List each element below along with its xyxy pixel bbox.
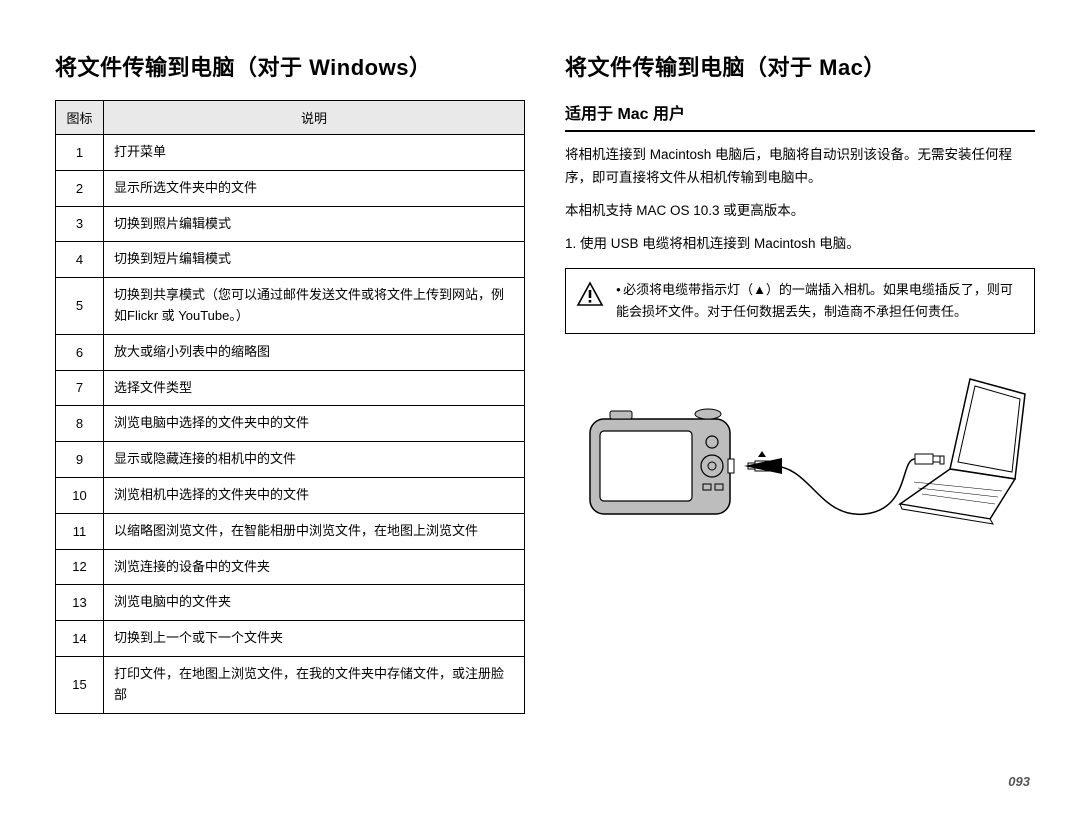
- row-num: 6: [56, 334, 104, 370]
- connection-illustration: [565, 364, 1035, 564]
- row-desc: 浏览电脑中选择的文件夹中的文件: [104, 406, 525, 442]
- row-num: 2: [56, 170, 104, 206]
- row-num: 12: [56, 549, 104, 585]
- row-num: 1: [56, 135, 104, 171]
- usb-cable: [773, 459, 915, 514]
- row-num: 11: [56, 513, 104, 549]
- table-row: 5切换到共享模式（您可以通过邮件发送文件或将文件上传到网站，例如Flickr 或…: [56, 278, 525, 335]
- row-num: 7: [56, 370, 104, 406]
- row-desc: 浏览相机中选择的文件夹中的文件: [104, 477, 525, 513]
- camera-icon: [590, 409, 734, 514]
- left-column: 将文件传输到电脑（对于 Windows） 图标 说明 1打开菜单2显示所选文件夹…: [55, 50, 525, 785]
- row-num: 8: [56, 406, 104, 442]
- right-column: 将文件传输到电脑（对于 Mac） 适用于 Mac 用户 将相机连接到 Macin…: [565, 50, 1035, 785]
- row-desc: 放大或缩小列表中的缩略图: [104, 334, 525, 370]
- row-desc: 显示所选文件夹中的文件: [104, 170, 525, 206]
- row-num: 15: [56, 656, 104, 713]
- row-desc: 显示或隐藏连接的相机中的文件: [104, 442, 525, 478]
- page-number: 093: [1008, 774, 1030, 789]
- table-row: 12浏览连接的设备中的文件夹: [56, 549, 525, 585]
- warning-icon: [576, 281, 604, 309]
- table-row: 15打印文件，在地图上浏览文件，在我的文件夹中存储文件，或注册脸部: [56, 656, 525, 713]
- intro-para-1: 将相机连接到 Macintosh 电脑后，电脑将自动识别该设备。无需安装任何程序…: [565, 144, 1035, 190]
- right-subtitle: 适用于 Mac 用户: [565, 100, 1035, 124]
- icon-table: 图标 说明 1打开菜单2显示所选文件夹中的文件3切换到照片编辑模式4切换到短片编…: [55, 100, 525, 714]
- laptop-icon: [900, 379, 1025, 524]
- row-num: 13: [56, 585, 104, 621]
- right-title: 将文件传输到电脑（对于 Mac）: [565, 50, 1035, 82]
- row-num: 9: [56, 442, 104, 478]
- row-desc: 切换到照片编辑模式: [104, 206, 525, 242]
- divider: [565, 130, 1035, 132]
- row-desc: 切换到短片编辑模式: [104, 242, 525, 278]
- step-1: 1. 使用 USB 电缆将相机连接到 Macintosh 电脑。: [565, 233, 1035, 256]
- table-row: 1打开菜单: [56, 135, 525, 171]
- usb-plug-laptop: [915, 454, 940, 464]
- col-header-desc: 说明: [104, 101, 525, 135]
- row-desc: 切换到上一个或下一个文件夹: [104, 621, 525, 657]
- table-row: 3切换到照片编辑模式: [56, 206, 525, 242]
- table-row: 11以缩略图浏览文件，在智能相册中浏览文件，在地图上浏览文件: [56, 513, 525, 549]
- row-desc: 以缩略图浏览文件，在智能相册中浏览文件，在地图上浏览文件: [104, 513, 525, 549]
- row-desc: 打印文件，在地图上浏览文件，在我的文件夹中存储文件，或注册脸部: [104, 656, 525, 713]
- table-row: 6放大或缩小列表中的缩略图: [56, 334, 525, 370]
- table-row: 10浏览相机中选择的文件夹中的文件: [56, 477, 525, 513]
- row-desc: 切换到共享模式（您可以通过邮件发送文件或将文件上传到网站，例如Flickr 或 …: [104, 278, 525, 335]
- intro-para-2: 本相机支持 MAC OS 10.3 或更高版本。: [565, 200, 1035, 223]
- table-row: 2显示所选文件夹中的文件: [56, 170, 525, 206]
- row-num: 3: [56, 206, 104, 242]
- table-row: 13浏览电脑中的文件夹: [56, 585, 525, 621]
- row-desc: 浏览电脑中的文件夹: [104, 585, 525, 621]
- row-desc: 打开菜单: [104, 135, 525, 171]
- row-desc: 选择文件类型: [104, 370, 525, 406]
- row-num: 5: [56, 278, 104, 335]
- table-row: 9显示或隐藏连接的相机中的文件: [56, 442, 525, 478]
- warning-box: 必须将电缆带指示灯（▲）的一端插入相机。如果电缆插反了，则可能会损坏文件。对于任…: [565, 268, 1035, 334]
- row-num: 14: [56, 621, 104, 657]
- warning-text: 必须将电缆带指示灯（▲）的一端插入相机。如果电缆插反了，则可能会损坏文件。对于任…: [616, 279, 1022, 323]
- row-num: 4: [56, 242, 104, 278]
- col-header-icon: 图标: [56, 101, 104, 135]
- table-row: 7选择文件类型: [56, 370, 525, 406]
- camera-laptop-svg: [570, 364, 1030, 564]
- table-row: 8浏览电脑中选择的文件夹中的文件: [56, 406, 525, 442]
- table-row: 4切换到短片编辑模式: [56, 242, 525, 278]
- row-num: 10: [56, 477, 104, 513]
- table-row: 14切换到上一个或下一个文件夹: [56, 621, 525, 657]
- left-title: 将文件传输到电脑（对于 Windows）: [55, 50, 525, 82]
- row-desc: 浏览连接的设备中的文件夹: [104, 549, 525, 585]
